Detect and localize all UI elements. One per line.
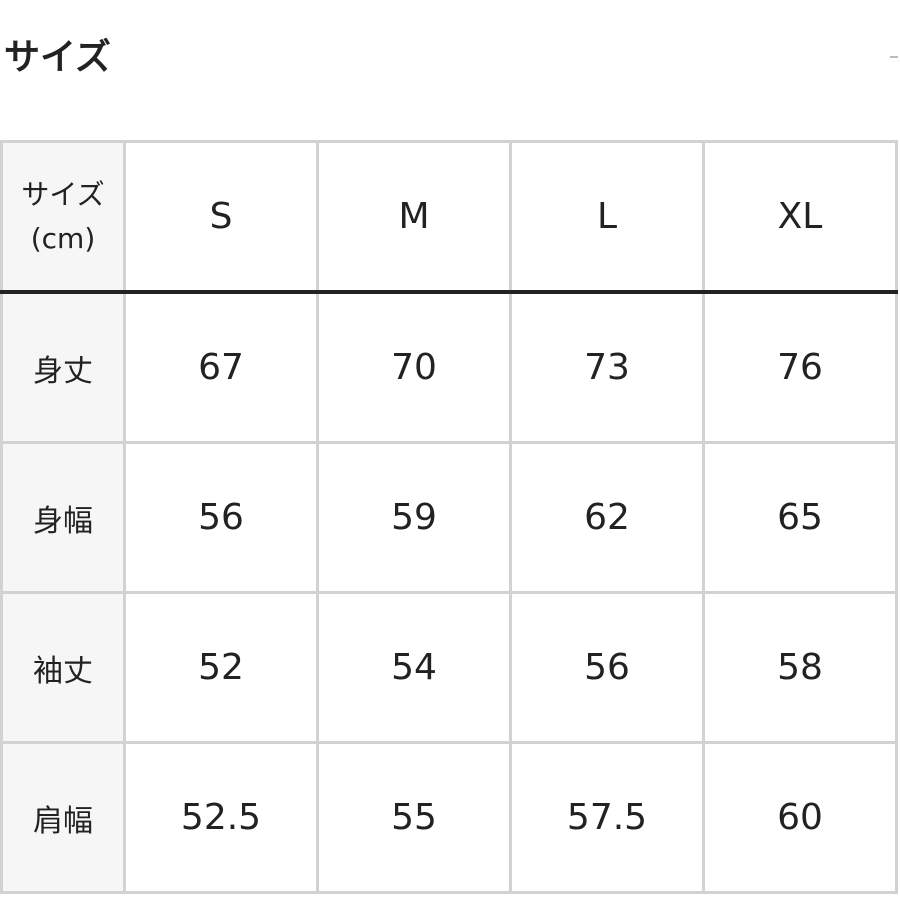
row-label: 肩幅	[0, 741, 126, 894]
row-label: 袖丈	[0, 591, 126, 744]
table-cell: 59	[316, 441, 512, 594]
size-header-s: S	[123, 140, 319, 294]
size-table: サイズ (cm) S M L XL 身丈 67 70 73 76 身幅 56 5…	[0, 140, 898, 894]
table-cell: 62	[509, 441, 705, 594]
table-cell: 58	[702, 591, 898, 744]
table-cell: 57.5	[509, 741, 705, 894]
size-header-xl: XL	[702, 140, 898, 294]
header-unit: (cm)	[30, 221, 96, 255]
table-cell: 73	[509, 290, 705, 444]
table-cell: 54	[316, 591, 512, 744]
size-header-m: M	[316, 140, 512, 294]
table-cell: 52.5	[123, 741, 319, 894]
table-header-row: サイズ (cm) S M L XL	[0, 140, 898, 294]
table-cell: 60	[702, 741, 898, 894]
header-label-cell: サイズ (cm)	[0, 140, 126, 294]
table-cell: 65	[702, 441, 898, 594]
header-label: サイズ	[21, 177, 105, 211]
table-cell: 70	[316, 290, 512, 444]
close-icon[interactable]	[890, 56, 898, 58]
table-cell: 55	[316, 741, 512, 894]
table-row: 肩幅 52.5 55 57.5 60	[0, 741, 898, 894]
table-row: 身幅 56 59 62 65	[0, 441, 898, 594]
table-cell: 56	[123, 441, 319, 594]
page-title: サイズ	[4, 37, 111, 78]
table-row: 身丈 67 70 73 76	[0, 290, 898, 444]
row-label: 身丈	[0, 290, 126, 444]
row-label: 身幅	[0, 441, 126, 594]
size-header-l: L	[509, 140, 705, 294]
table-cell: 56	[509, 591, 705, 744]
table-cell: 67	[123, 290, 319, 444]
table-cell: 52	[123, 591, 319, 744]
table-row: 袖丈 52 54 56 58	[0, 591, 898, 744]
table-cell: 76	[702, 290, 898, 444]
